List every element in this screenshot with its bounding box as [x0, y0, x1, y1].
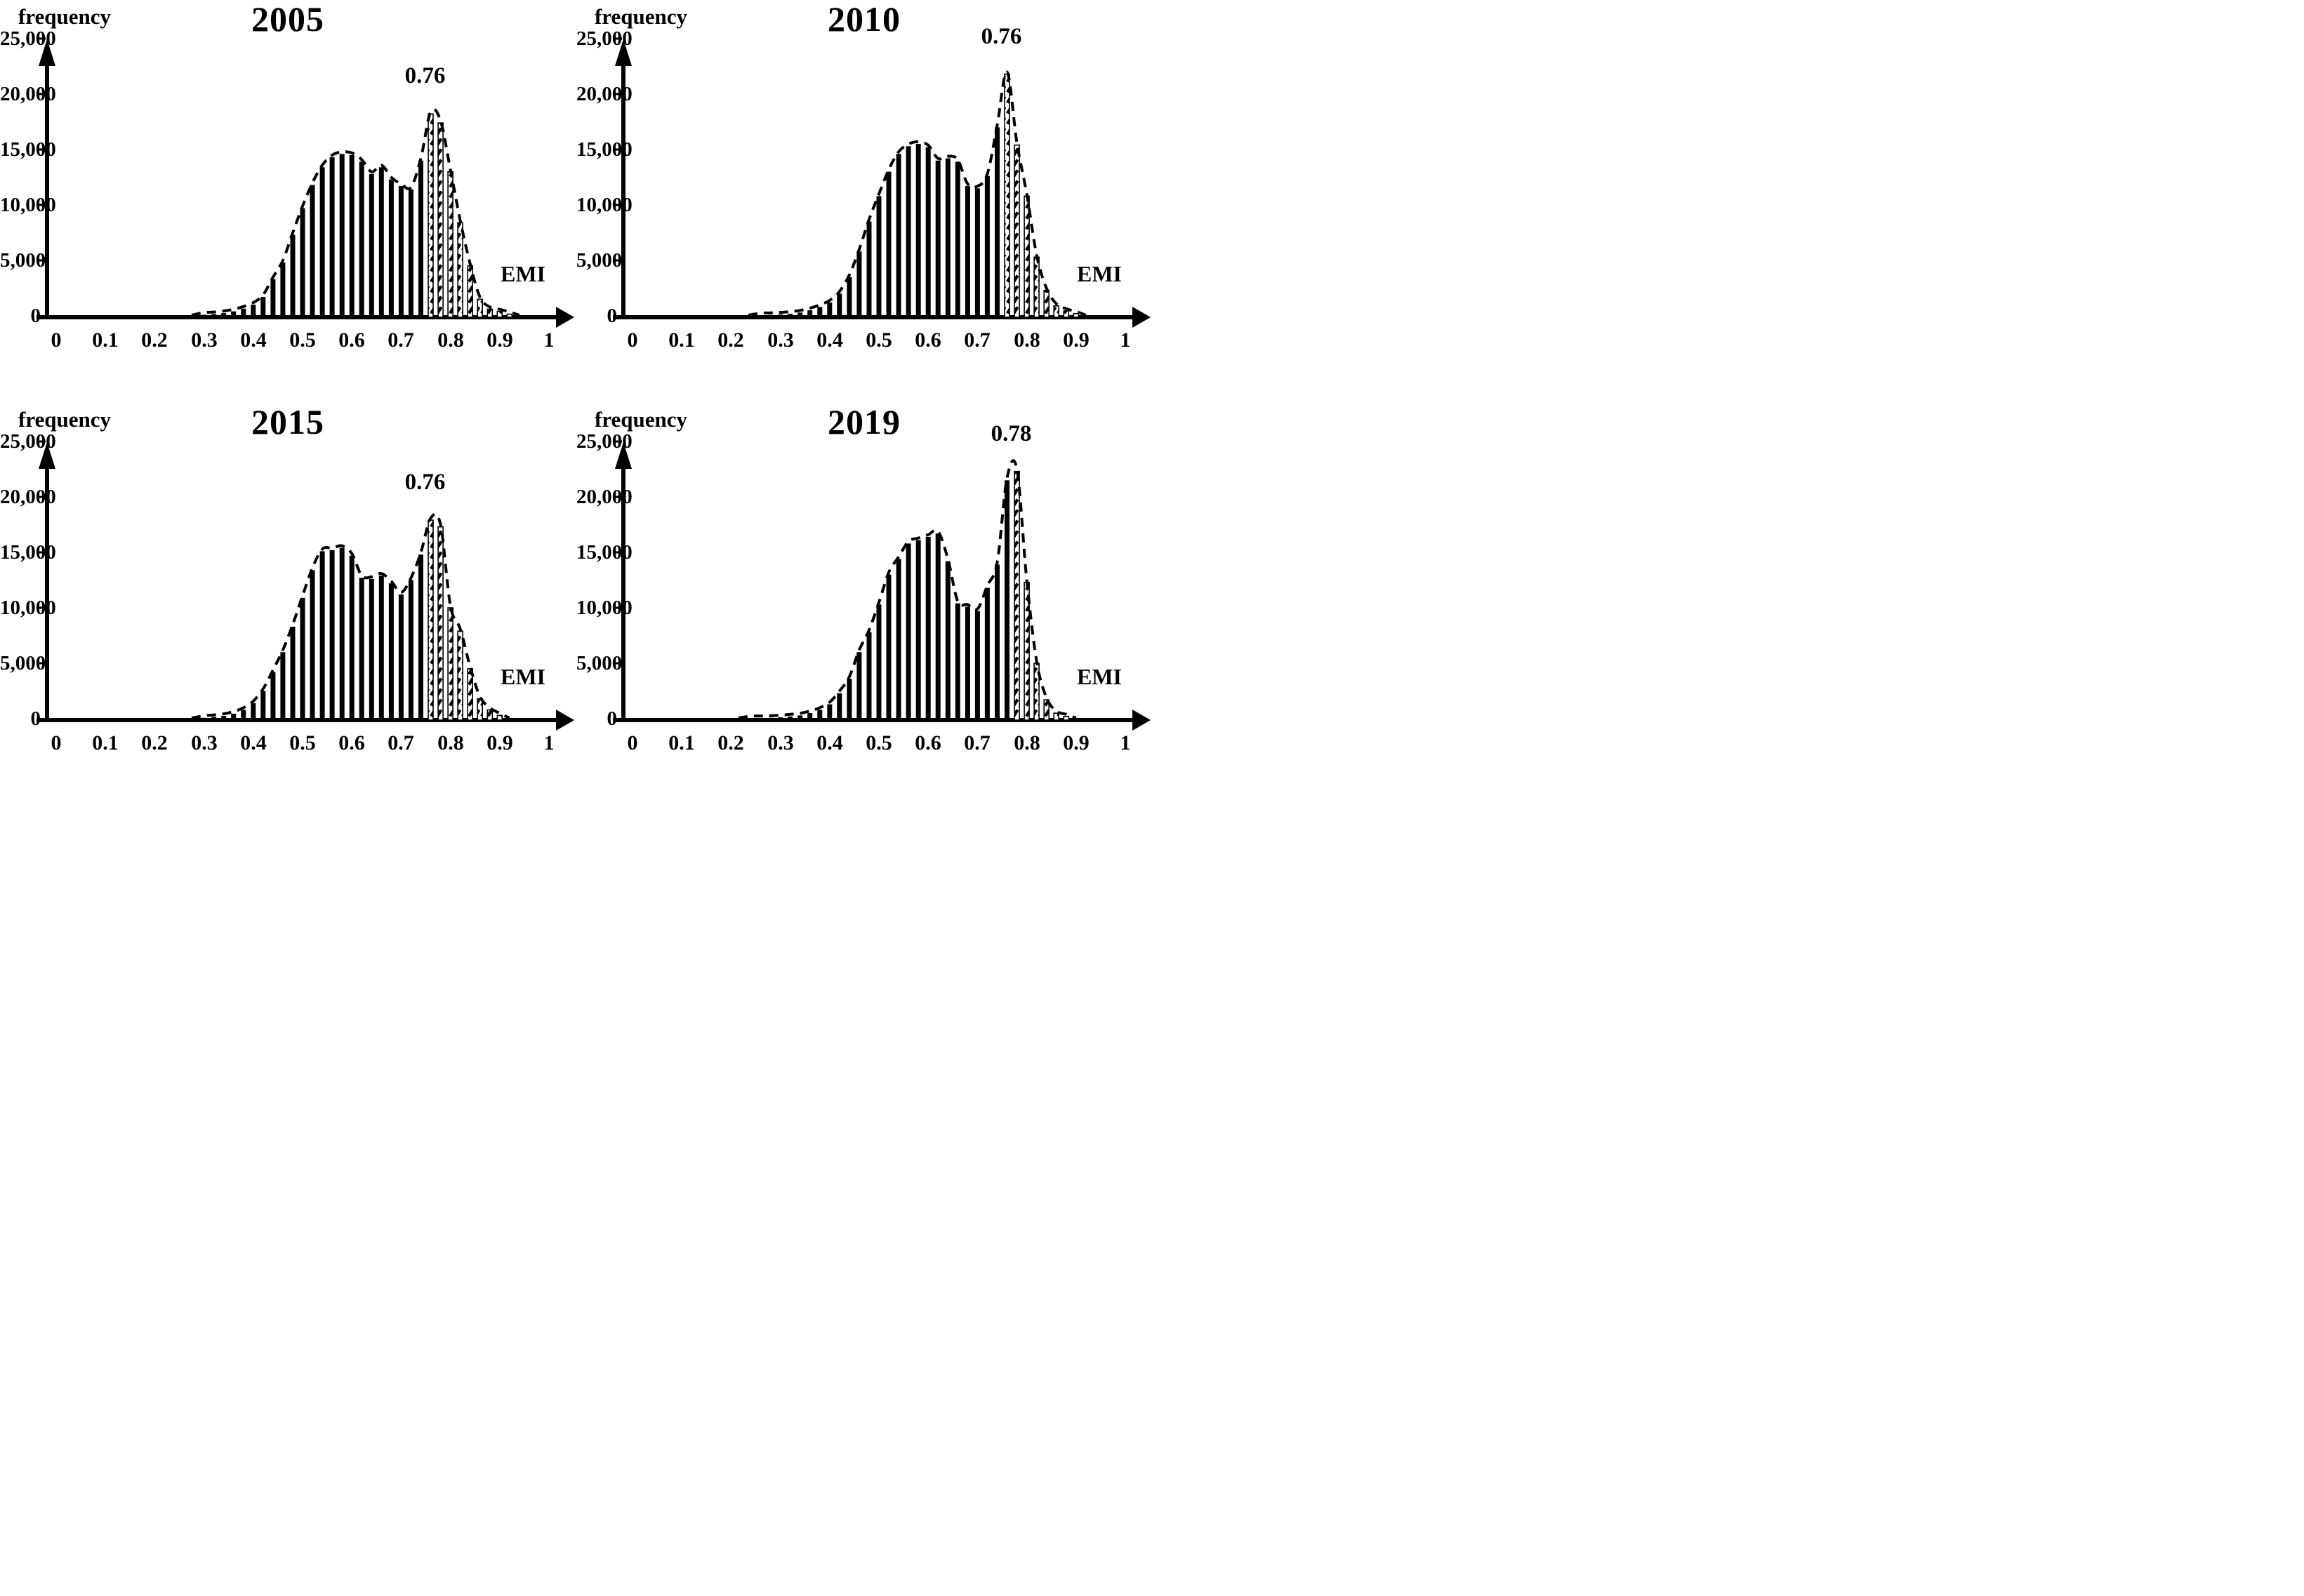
x-tick-label: 0 [51, 328, 62, 352]
peak-annotation: 0.76 [404, 63, 446, 89]
y-tick-label: 20,000 [576, 83, 633, 105]
x-tick-label: 0.6 [915, 731, 941, 754]
y-tick-label: 5,000 [576, 652, 623, 674]
y-tick-label: 25,000 [576, 27, 633, 50]
x-tick-label: 0.5 [866, 328, 892, 352]
histogram-plot [613, 440, 1151, 731]
x-tick-label: 0.8 [437, 731, 464, 754]
x-tick-label: 0.2 [717, 328, 744, 352]
y-tick-label: 10,000 [0, 597, 56, 619]
y-tick-label: 15,000 [0, 541, 56, 564]
x-tick-label: 0.3 [191, 731, 218, 754]
x-tick-label: 0.6 [915, 328, 941, 352]
histogram-panel-2015: frequency 2015 0.76 EMI 25,000 20,000 15… [0, 403, 576, 796]
y-tick-label: 25,000 [0, 27, 56, 50]
x-tick-label: 0.5 [289, 328, 316, 352]
panel-title: 2015 [251, 402, 324, 441]
x-tick-label: 0.6 [338, 731, 365, 754]
y-tick-label: 5,000 [0, 249, 46, 272]
x-tick-label: 0.3 [191, 328, 218, 352]
histogram-plot [613, 37, 1151, 328]
x-tick-label: 0.3 [767, 328, 794, 352]
y-tick-label: 20,000 [0, 486, 56, 508]
x-tick-label: 0.6 [338, 328, 365, 352]
peak-annotation: 0.76 [981, 23, 1022, 49]
x-tick-label: 0.8 [1014, 731, 1040, 754]
x-tick-label: 0.4 [240, 731, 267, 754]
x-tick-label: 0 [627, 328, 638, 352]
y-tick-label: 10,000 [0, 194, 56, 216]
x-tick-label: 0.4 [816, 328, 843, 352]
histogram-plot [37, 37, 574, 328]
x-tick-label: 0.3 [767, 731, 794, 754]
peak-annotation: 0.76 [404, 470, 446, 496]
x-axis-title: EMI [1077, 664, 1122, 689]
y-tick-label: 15,000 [576, 541, 633, 564]
panel-title: 2019 [828, 402, 901, 441]
x-tick-label: 0.2 [141, 731, 168, 754]
x-tick-label: 0.9 [486, 731, 513, 754]
y-tick-label: 0 [607, 707, 618, 730]
x-tick-label: 0.7 [964, 328, 991, 352]
y-tick-label: 0 [607, 305, 618, 327]
x-tick-label: 0.4 [816, 731, 843, 754]
x-tick-label: 0.7 [388, 731, 414, 754]
figure-grid: frequency 2005 0.76 EMI 25,000 20,000 15… [0, 0, 1152, 798]
x-axis-title: EMI [1077, 261, 1122, 286]
y-tick-label: 10,000 [576, 194, 633, 216]
y-tick-label: 0 [30, 305, 41, 327]
x-tick-label: 1 [1120, 731, 1131, 754]
x-tick-label: 0.7 [388, 328, 414, 352]
x-tick-label: 0.8 [437, 328, 464, 352]
x-tick-label: 0.1 [668, 731, 695, 754]
panel-title: 2010 [828, 0, 901, 39]
x-tick-label: 0 [51, 731, 62, 754]
x-tick-label: 1 [543, 328, 555, 352]
peak-annotation: 0.78 [991, 420, 1032, 446]
x-tick-label: 0.7 [964, 731, 991, 754]
x-tick-label: 0.5 [289, 731, 316, 754]
y-axis-title: frequency [18, 4, 112, 29]
y-tick-label: 25,000 [0, 430, 56, 453]
y-tick-label: 15,000 [576, 138, 633, 161]
y-tick-label: 25,000 [576, 430, 633, 453]
x-tick-label: 0.5 [866, 731, 892, 754]
y-axis-title: frequency [18, 407, 112, 432]
x-tick-label: 0.1 [92, 731, 119, 754]
x-axis-title: EMI [501, 664, 545, 689]
x-tick-label: 0.8 [1014, 328, 1040, 352]
panel-title: 2005 [251, 0, 324, 39]
x-tick-label: 0.9 [1063, 328, 1090, 352]
x-tick-label: 0.4 [240, 328, 267, 352]
y-tick-label: 0 [30, 707, 41, 730]
histogram-plot [37, 440, 574, 731]
y-tick-label: 20,000 [0, 83, 56, 105]
y-tick-label: 20,000 [576, 486, 633, 508]
x-tick-label: 1 [543, 731, 555, 754]
x-tick-label: 0.1 [668, 328, 695, 352]
x-tick-label: 0.9 [486, 328, 513, 352]
x-tick-label: 0.2 [717, 731, 744, 754]
x-axis-title: EMI [501, 261, 545, 286]
x-tick-label: 0.9 [1063, 731, 1090, 754]
y-tick-label: 10,000 [576, 597, 633, 619]
histogram-panel-2019: frequency 2019 0.78 EMI 25,000 20,000 15… [576, 403, 1152, 796]
x-tick-label: 0.2 [141, 328, 168, 352]
histogram-panel-2010: frequency 2010 0.76 EMI 25,000 20,000 15… [576, 0, 1152, 393]
y-tick-label: 5,000 [576, 249, 623, 272]
x-tick-label: 0.1 [92, 328, 119, 352]
y-tick-label: 5,000 [0, 652, 46, 674]
histogram-panel-2005: frequency 2005 0.76 EMI 25,000 20,000 15… [0, 0, 576, 393]
y-tick-label: 15,000 [0, 138, 56, 161]
y-axis-title: frequency [595, 4, 688, 29]
x-tick-label: 0 [627, 731, 638, 754]
y-axis-title: frequency [595, 407, 688, 432]
x-tick-label: 1 [1120, 328, 1131, 352]
